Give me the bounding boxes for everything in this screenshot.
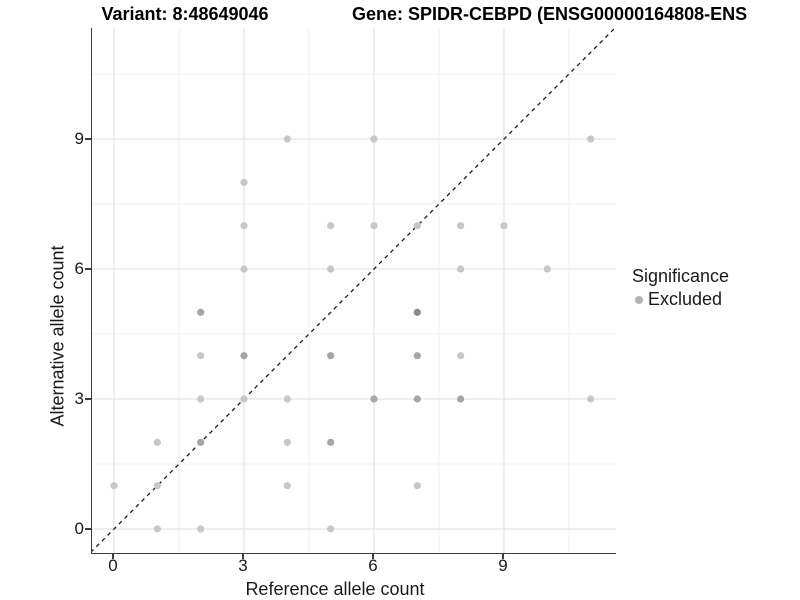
data-point — [413, 308, 421, 316]
x-axis-tick — [372, 553, 374, 559]
x-tick-label: 9 — [498, 556, 508, 575]
x-axis-tick — [112, 553, 114, 559]
data-point — [327, 222, 335, 230]
data-point — [153, 525, 161, 533]
x-axis-title: Reference allele count — [245, 579, 425, 599]
data-point — [110, 482, 118, 490]
y-axis-tick — [85, 138, 91, 140]
excluded-point-icon — [635, 295, 643, 304]
y-tick-label: 6 — [74, 259, 84, 279]
data-point — [283, 482, 291, 490]
plot-title-gene: Gene: SPIDR-CEBPD (ENSG00000164808-ENS — [352, 4, 748, 24]
data-point — [240, 352, 248, 360]
data-point — [457, 265, 465, 273]
y-axis-tick — [85, 398, 91, 400]
data-point — [457, 352, 465, 360]
data-point — [413, 482, 421, 490]
data-point — [197, 395, 205, 403]
x-tick-label: 3 — [238, 556, 248, 575]
legend-item-label: Excluded — [648, 289, 723, 309]
data-point — [543, 265, 551, 273]
legend-title: Significance — [632, 266, 730, 286]
data-point — [153, 482, 161, 490]
legend-item-excluded: Excluded — [635, 289, 729, 310]
data-point — [197, 525, 205, 533]
data-point — [283, 135, 291, 143]
x-tick-label: 6 — [368, 556, 378, 575]
data-point — [197, 308, 205, 316]
data-point — [370, 395, 378, 403]
data-point — [587, 135, 595, 143]
data-point — [413, 352, 421, 360]
data-point — [240, 178, 248, 186]
x-tick-label: 0 — [108, 556, 118, 575]
data-point — [283, 438, 291, 446]
x-axis-tick — [502, 553, 504, 559]
y-axis-tick — [85, 528, 91, 530]
data-point — [457, 222, 465, 230]
plot-canvas — [92, 28, 616, 553]
data-point — [370, 222, 378, 230]
y-tick-label: 9 — [74, 129, 84, 149]
data-point — [327, 352, 335, 360]
data-point — [500, 222, 508, 230]
plot-panel — [91, 28, 616, 554]
data-point — [413, 222, 421, 230]
data-point — [327, 265, 335, 273]
data-point — [413, 395, 421, 403]
y-tick-label: 3 — [74, 389, 84, 408]
y-tick-label: 0 — [74, 519, 84, 538]
data-point — [197, 352, 205, 360]
data-point — [240, 395, 248, 403]
identity-dashed-line — [92, 28, 616, 552]
data-point — [370, 135, 378, 143]
data-point — [240, 222, 248, 230]
data-point — [197, 438, 205, 446]
data-point — [283, 395, 291, 403]
legend: Significance Excluded — [632, 266, 729, 310]
data-point — [153, 438, 161, 446]
data-point — [587, 395, 595, 403]
x-axis-tick — [242, 553, 244, 559]
data-point — [327, 438, 335, 446]
y-axis-tick — [85, 268, 91, 270]
plot-title-variant: Variant: 8:48649046 — [101, 4, 269, 24]
data-point — [327, 525, 335, 533]
data-point — [457, 395, 465, 403]
data-point — [240, 265, 248, 273]
